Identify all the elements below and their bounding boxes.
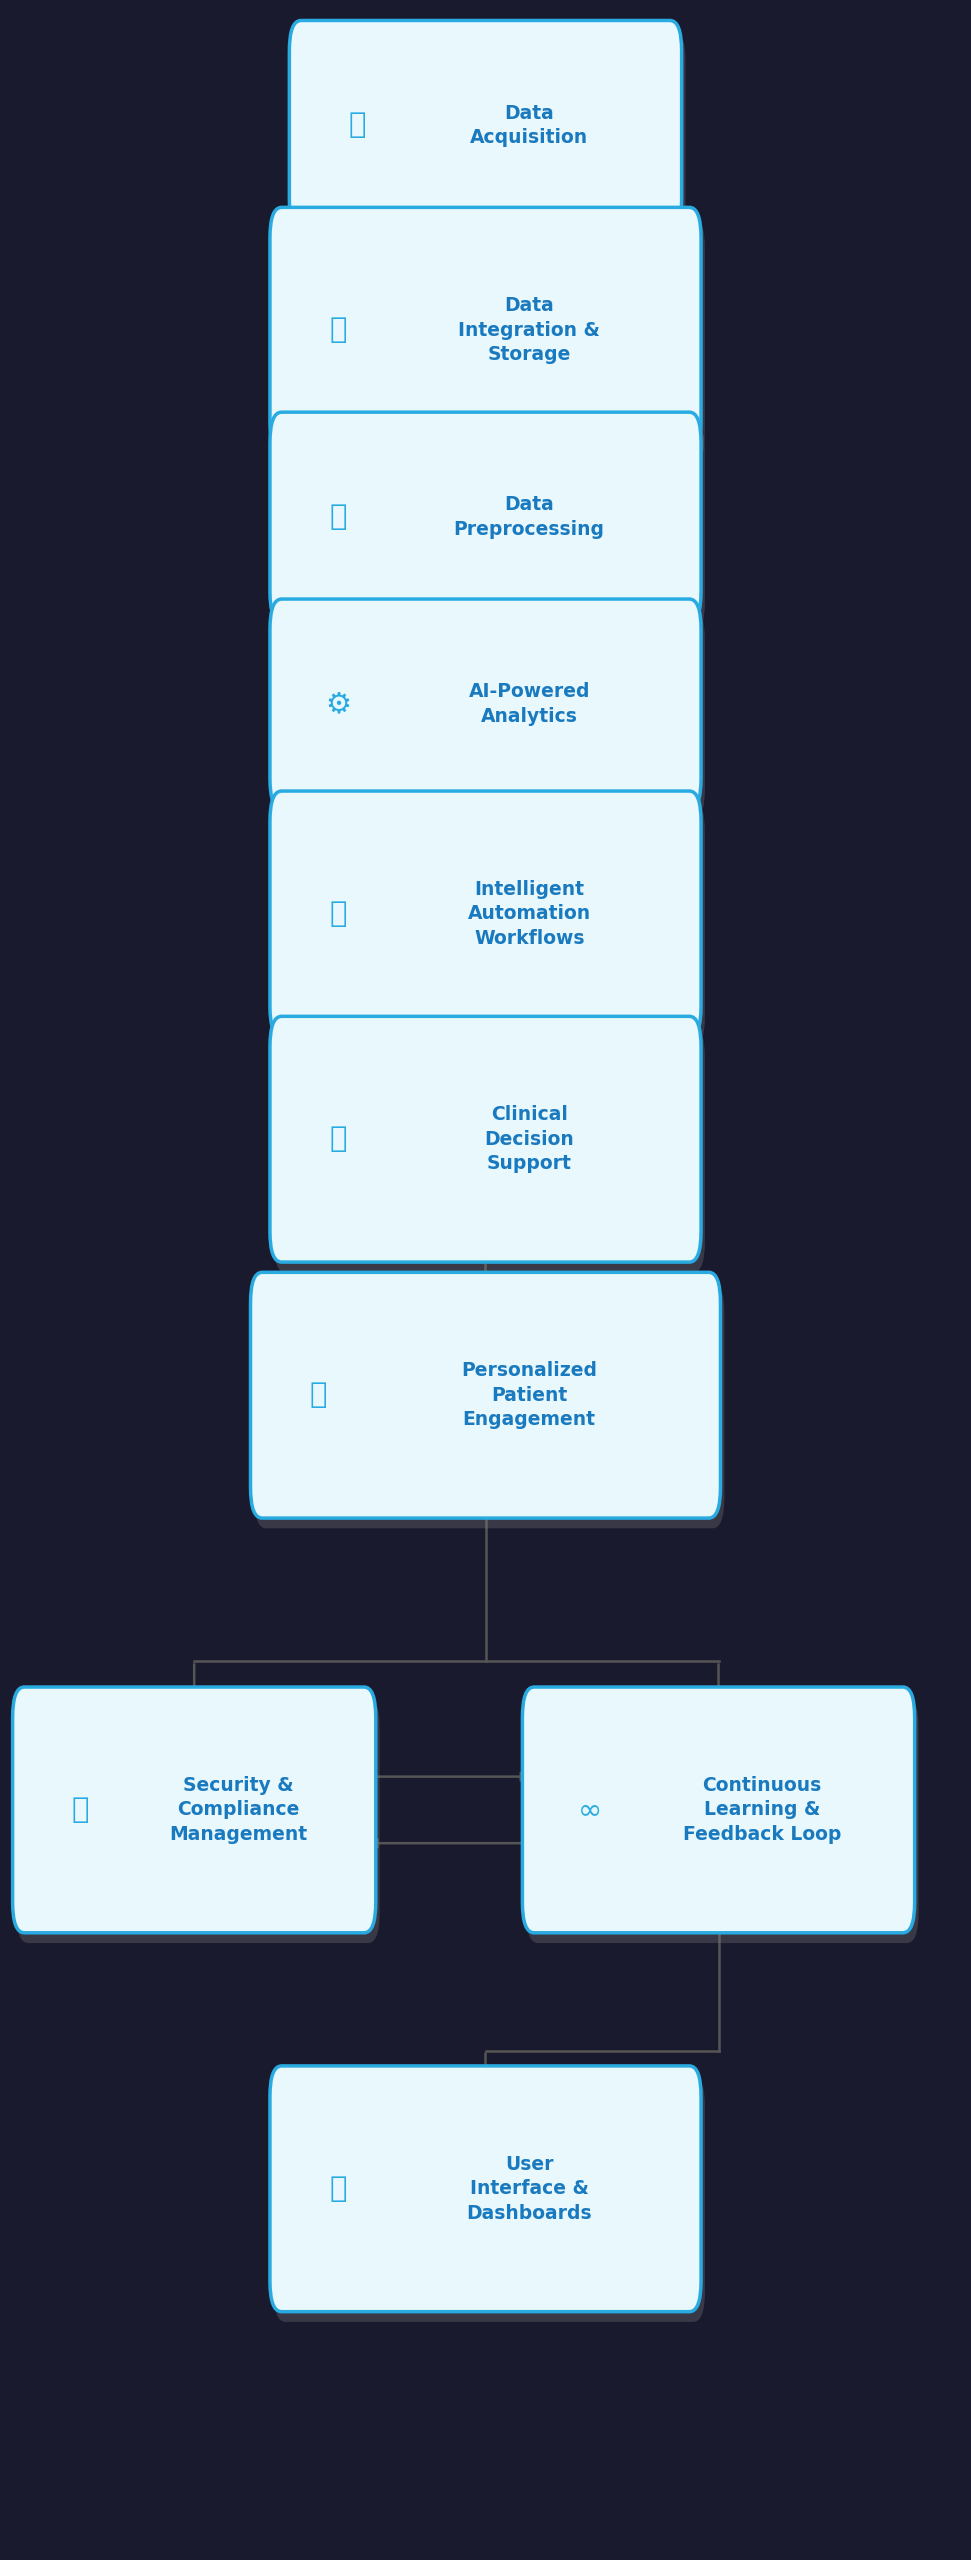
FancyBboxPatch shape <box>254 1283 724 1528</box>
FancyBboxPatch shape <box>270 2066 701 2312</box>
FancyBboxPatch shape <box>270 207 701 453</box>
Text: 🖥: 🖥 <box>329 2176 347 2202</box>
Text: 🎫: 🎫 <box>310 1382 327 1408</box>
Text: Clinical
Decision
Support: Clinical Decision Support <box>485 1106 574 1172</box>
Text: ∞: ∞ <box>579 1797 602 1823</box>
FancyBboxPatch shape <box>522 1687 915 1933</box>
Text: 🧠: 🧠 <box>329 901 347 927</box>
FancyBboxPatch shape <box>270 1016 701 1262</box>
FancyBboxPatch shape <box>270 599 701 809</box>
Text: Intelligent
Automation
Workflows: Intelligent Automation Workflows <box>468 881 590 947</box>
FancyBboxPatch shape <box>17 1697 380 1943</box>
FancyBboxPatch shape <box>274 1027 705 1272</box>
FancyBboxPatch shape <box>270 412 701 622</box>
Text: 🗄: 🗄 <box>329 317 347 343</box>
Text: 🔍: 🔍 <box>349 113 366 138</box>
Text: Personalized
Patient
Engagement: Personalized Patient Engagement <box>461 1362 597 1428</box>
Text: 🛡: 🛡 <box>72 1797 89 1823</box>
Text: Data
Preprocessing: Data Preprocessing <box>453 497 605 538</box>
Text: ⚙: ⚙ <box>325 691 351 717</box>
Text: Data
Acquisition: Data Acquisition <box>470 105 588 146</box>
FancyBboxPatch shape <box>274 609 705 819</box>
FancyBboxPatch shape <box>251 1272 720 1518</box>
Text: User
Interface &
Dashboards: User Interface & Dashboards <box>466 2156 592 2222</box>
FancyBboxPatch shape <box>274 801 705 1047</box>
Text: AI-Powered
Analytics: AI-Powered Analytics <box>468 684 590 724</box>
FancyBboxPatch shape <box>13 1687 376 1933</box>
FancyBboxPatch shape <box>274 218 705 463</box>
FancyBboxPatch shape <box>526 1697 919 1943</box>
Text: 👤: 👤 <box>329 1126 347 1152</box>
FancyBboxPatch shape <box>289 20 682 230</box>
Text: Security &
Compliance
Management: Security & Compliance Management <box>169 1777 307 1843</box>
Text: Continuous
Learning &
Feedback Loop: Continuous Learning & Feedback Loop <box>683 1777 842 1843</box>
FancyBboxPatch shape <box>293 31 686 241</box>
FancyBboxPatch shape <box>270 791 701 1037</box>
Text: 🧪: 🧪 <box>329 504 347 530</box>
FancyBboxPatch shape <box>274 2076 705 2322</box>
FancyBboxPatch shape <box>274 422 705 632</box>
Text: Data
Integration &
Storage: Data Integration & Storage <box>458 297 600 364</box>
